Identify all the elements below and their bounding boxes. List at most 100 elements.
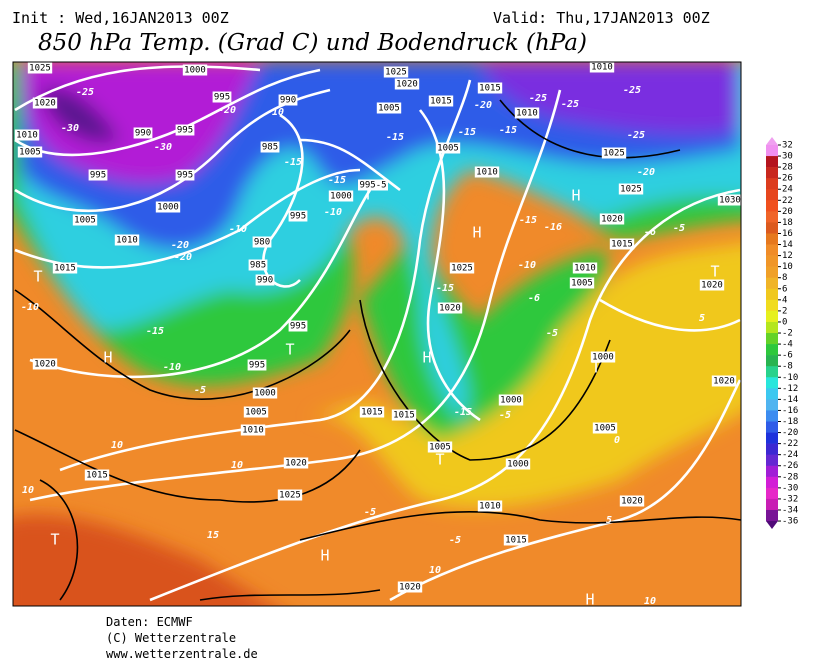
colorbar-segment	[766, 156, 778, 168]
colorbar-label: -16	[782, 406, 798, 416]
contour-label: -15	[454, 407, 472, 418]
colorbar-segment	[766, 200, 778, 212]
contour-label: 980	[254, 238, 270, 248]
colorbar-label: -24	[782, 450, 798, 460]
contour-label: -15	[328, 175, 346, 186]
colorbar-segment	[766, 310, 778, 323]
label-box	[477, 500, 503, 512]
contour-label: 995	[214, 93, 230, 103]
colorbar-label: -8	[782, 362, 793, 372]
contour-label: -25	[76, 87, 94, 98]
contour-label: 1020	[399, 583, 421, 593]
label-box	[619, 495, 645, 507]
contour-label: 990	[257, 276, 273, 286]
contour-label: -6	[528, 293, 540, 304]
label-box	[133, 127, 153, 139]
contour-label: 1015	[86, 471, 108, 481]
contour-label: 995	[177, 126, 193, 136]
contour-label: 995	[290, 212, 306, 222]
contour-label: -15	[499, 125, 517, 136]
colorbar-segment	[766, 333, 778, 345]
contour-label: 1015	[393, 411, 415, 421]
label-box	[255, 274, 275, 286]
label-box	[252, 387, 278, 399]
contour-label: 990	[280, 96, 296, 106]
contour-label: 1000	[500, 396, 522, 406]
label-box	[243, 406, 269, 418]
label-box	[477, 82, 503, 94]
colorbar-label: -30	[782, 483, 798, 493]
map-title: 850 hPa Temp. (Grad C) und Bodendruck (h…	[38, 30, 587, 56]
contour-label: 10	[22, 485, 34, 496]
colorbar-segment	[766, 454, 778, 467]
label-box	[569, 277, 595, 289]
website: www.wetterzentrale.de	[106, 647, 258, 661]
label-box	[589, 62, 615, 73]
colorbar-label: -34	[782, 505, 798, 515]
label-box	[618, 183, 644, 195]
colorbar-cap	[766, 521, 778, 530]
contour-label: 1020	[713, 377, 735, 387]
label-box	[711, 375, 737, 387]
contour-label: 1005	[594, 424, 616, 434]
label-box	[592, 422, 618, 434]
pressure-center: T	[33, 268, 42, 286]
label-box	[437, 302, 463, 314]
label-box	[394, 78, 420, 90]
contour-label: -25	[529, 93, 547, 104]
contour-label: 10	[644, 596, 656, 607]
label-box	[498, 394, 524, 406]
contour-label: -10	[163, 362, 181, 373]
contour-label: -10	[229, 224, 247, 235]
colorbar-label: -14	[782, 395, 798, 405]
contour-label: 1015	[430, 97, 452, 107]
contour-label: -16	[544, 222, 562, 233]
label-box	[590, 351, 616, 363]
contour-label: 1000	[507, 460, 529, 470]
colorbar-segment	[766, 211, 778, 223]
contour-label: -5	[546, 328, 558, 339]
label-box	[449, 262, 475, 274]
colorbar-label: 0	[782, 317, 787, 327]
label-box	[288, 210, 308, 222]
label-box	[427, 441, 453, 453]
pressure-center: T	[435, 451, 444, 469]
contour-label: -20	[637, 167, 655, 178]
label-box	[32, 97, 58, 109]
label-box	[397, 581, 423, 593]
colorbar-segment	[766, 178, 778, 190]
colorbar-label: 8	[782, 273, 787, 283]
colorbar-label: -26	[782, 461, 798, 471]
colorbar-segment	[766, 476, 778, 489]
label-box	[699, 279, 725, 291]
label-box	[514, 107, 540, 119]
colorbar-segment	[766, 498, 778, 511]
label-box	[505, 458, 531, 470]
label-box	[27, 62, 53, 74]
contour-label: -15	[519, 215, 537, 226]
data-source: Daten: ECMWF	[106, 615, 193, 629]
label-box	[212, 91, 232, 103]
colorbar-label: 4	[782, 295, 787, 305]
contour-label: -20	[171, 240, 189, 251]
label-box	[247, 359, 267, 371]
colorbar-segment	[766, 509, 778, 522]
contour-label: -15	[386, 132, 404, 143]
colorbar-label: 30	[782, 152, 793, 162]
contour-label: 1025	[279, 491, 301, 501]
contour-label: 985	[262, 143, 278, 153]
label-box	[155, 201, 181, 213]
contour-label: 1005	[19, 148, 41, 158]
contour-label: 1010	[516, 109, 538, 119]
contour-label: -10	[21, 302, 39, 313]
label-box	[572, 262, 598, 274]
contour-label: -6	[644, 227, 656, 238]
colorbar-label: -22	[782, 439, 798, 449]
colorbar-segment	[766, 189, 778, 201]
colorbar-label: 18	[782, 218, 793, 228]
contour-label: 1015	[505, 536, 527, 546]
contour-label: 995	[290, 322, 306, 332]
label-box	[14, 129, 40, 141]
colorbar-label: -6	[782, 351, 793, 361]
colorbar-segment	[766, 233, 778, 245]
